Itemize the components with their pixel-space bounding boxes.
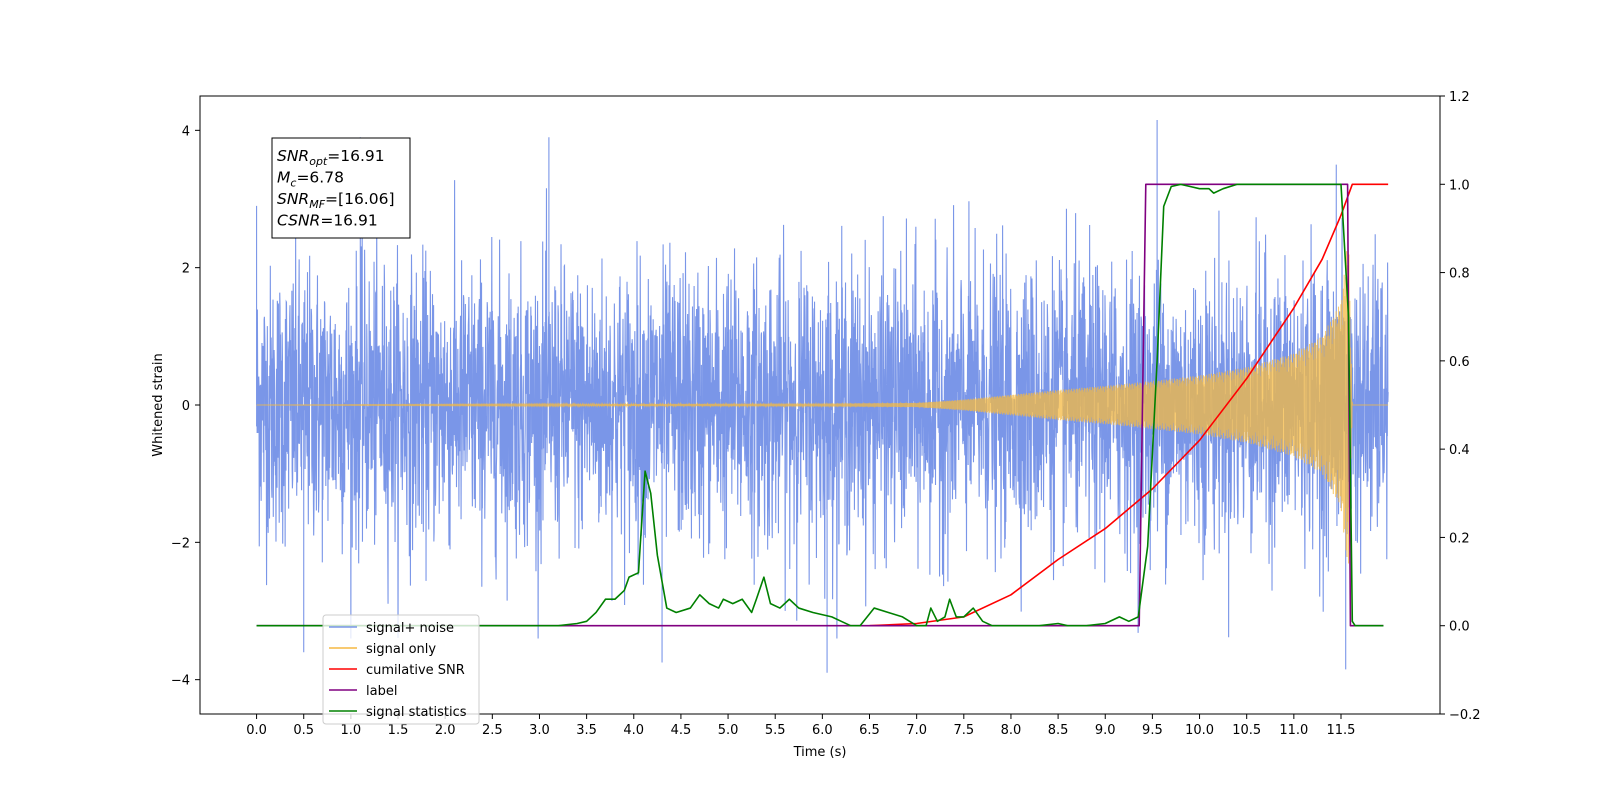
x-axis: 0.0 0.5 1.0 1.5 2.0 2.5 3.0 3.5 4.0 4.5 5.0 5.5 6.0 6… xyxy=(246,714,1355,738)
x-tick-label: 10.5 xyxy=(1232,723,1261,738)
annotation-line: CSNR=16.91 xyxy=(277,212,378,230)
x-tick-label: 2.5 xyxy=(482,723,503,738)
series-signal-only xyxy=(256,251,1389,564)
x-tick-label: 7.5 xyxy=(953,723,974,738)
x-tick-label: 0.5 xyxy=(293,723,314,738)
annotation-frame xyxy=(271,137,411,239)
legend-entry-label: signal statistics xyxy=(366,705,467,720)
legend-entry-label: signal only xyxy=(366,642,436,657)
x-tick-label: 3.5 xyxy=(576,723,597,738)
legend-frame xyxy=(322,614,480,725)
y2-tick-label: 1.0 xyxy=(1449,178,1470,193)
y2-tick-label: 0.8 xyxy=(1449,267,1470,282)
series-signal-statistics xyxy=(256,183,1384,627)
legend: signal+ noise signal only cumilative SNR la… xyxy=(322,614,480,725)
y-tick-label: −4 xyxy=(171,674,190,689)
x-tick-label: 9.5 xyxy=(1142,723,1163,738)
x-tick-label: 0.0 xyxy=(246,723,267,738)
x-tick-label: 1.0 xyxy=(341,723,362,738)
x-tick-label: 10.0 xyxy=(1185,723,1214,738)
annotation-box: SNRopt=16.91Mc=6.78SNRMF=[16.06]CSNR=16.… xyxy=(271,137,411,239)
x-tick-label: 5.5 xyxy=(765,723,786,738)
y2-tick-label: 1.2 xyxy=(1449,90,1470,105)
series-cumilative-snr xyxy=(869,183,1389,627)
x-tick-label: 11.0 xyxy=(1279,723,1308,738)
x-tick-label: 3.0 xyxy=(529,723,550,738)
y2-tick-label: 0.4 xyxy=(1449,443,1470,458)
y-axis-right: −0.2 0.0 0.2 0.4 0.6 0.8 1.0 1.2 xyxy=(1440,90,1481,723)
x-tick-label: 9.0 xyxy=(1095,723,1116,738)
y-axis-label: Whitened strain xyxy=(151,353,166,456)
y-axis-left: −4 −2 0 2 4 xyxy=(171,124,200,689)
x-tick-label: 6.0 xyxy=(812,723,833,738)
annotation-line: Mc=6.78 xyxy=(277,169,344,190)
annotation-line: SNRopt=16.91 xyxy=(277,147,385,168)
legend-entry-label: label xyxy=(366,684,397,699)
x-tick-label: 8.0 xyxy=(1001,723,1022,738)
y2-tick-label: 0.2 xyxy=(1449,531,1470,546)
y2-tick-label: 0.0 xyxy=(1449,620,1470,635)
x-tick-label: 4.0 xyxy=(623,723,644,738)
y-tick-label: 4 xyxy=(182,124,190,139)
annotation-line: SNRMF=[16.06] xyxy=(277,190,395,211)
x-tick-label: 7.0 xyxy=(906,723,927,738)
y-tick-label: 0 xyxy=(182,399,190,414)
legend-entry-label: signal+ noise xyxy=(366,621,454,636)
y2-tick-label: −0.2 xyxy=(1449,708,1481,723)
x-tick-label: 2.0 xyxy=(435,723,456,738)
x-tick-label: 8.5 xyxy=(1048,723,1069,738)
x-tick-label: 1.5 xyxy=(388,723,409,738)
x-tick-label: 11.5 xyxy=(1327,723,1356,738)
x-axis-label: Time (s) xyxy=(793,745,847,760)
y-tick-label: −2 xyxy=(171,536,190,551)
y-tick-label: 2 xyxy=(182,262,190,277)
x-tick-label: 4.5 xyxy=(671,723,692,738)
plot-area xyxy=(256,120,1389,673)
x-tick-label: 6.5 xyxy=(859,723,880,738)
y2-tick-label: 0.6 xyxy=(1449,355,1470,370)
legend-entry-label: cumilative SNR xyxy=(366,663,465,678)
x-tick-label: 5.0 xyxy=(718,723,739,738)
